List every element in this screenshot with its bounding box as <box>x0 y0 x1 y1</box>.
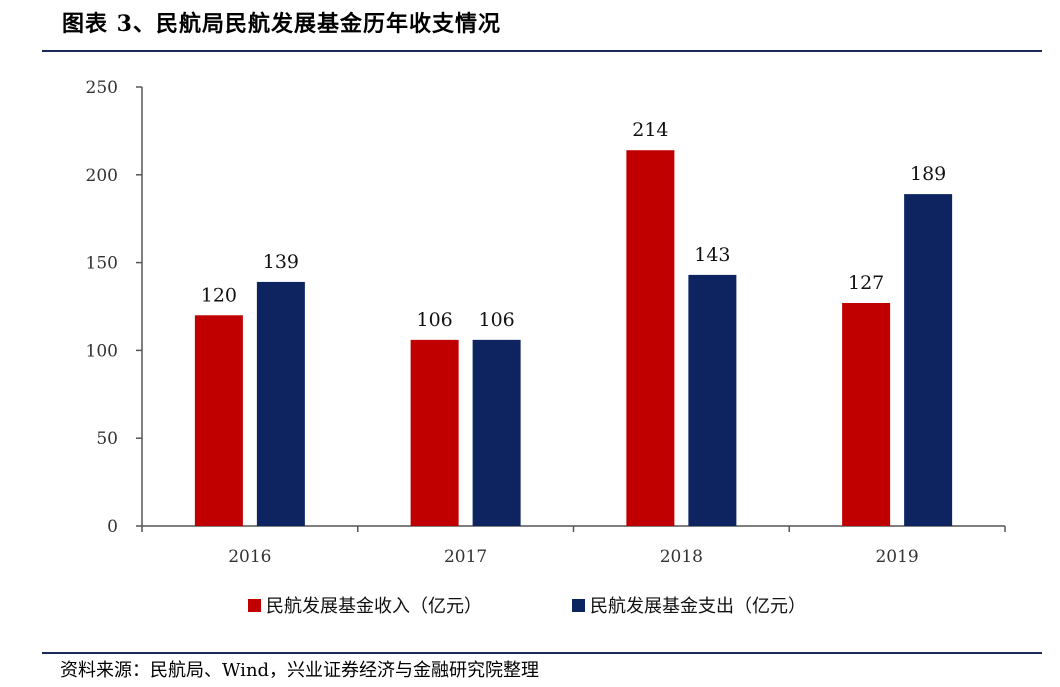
chart-title: 图表 3、民航局民航发展基金历年收支情况 <box>62 11 501 37</box>
data-label: 189 <box>910 163 946 185</box>
y-tick-label: 50 <box>96 429 118 449</box>
legend-label-income: 民航发展基金收入（亿元） <box>266 596 482 617</box>
bottom-rule <box>42 652 1042 654</box>
bar-income-2017 <box>410 339 459 526</box>
y-tick-label: 200 <box>86 166 118 186</box>
bar-expense-2017 <box>472 339 521 526</box>
chart-bars <box>194 150 953 526</box>
chart-data-labels: 120 139 106 106 214 143 127 189 <box>201 119 947 331</box>
legend-label-expense: 民航发展基金支出（亿元） <box>590 596 806 617</box>
x-tick-label: 2018 <box>660 547 703 567</box>
data-label: 143 <box>694 244 730 266</box>
y-tick-label: 250 <box>86 78 118 98</box>
legend-swatch-income <box>248 599 261 612</box>
y-tick-label: 100 <box>86 341 118 361</box>
x-tick-label: 2016 <box>228 547 271 567</box>
bar-income-2019 <box>842 302 891 526</box>
bar-chart: 0 50 100 150 200 250 2016 2017 2018 2019 120 139 10… <box>86 78 1006 617</box>
data-label: 106 <box>416 309 452 331</box>
source-note: 资料来源：民航局、Wind，兴业证券经济与金融研究院整理 <box>60 660 540 681</box>
data-label: 214 <box>632 119 668 141</box>
chart-legend: 民航发展基金收入（亿元） 民航发展基金支出（亿元） <box>248 596 806 617</box>
x-tick-label: 2017 <box>444 547 487 567</box>
data-label: 120 <box>201 284 237 306</box>
bar-expense-2018 <box>688 274 737 526</box>
data-label: 139 <box>263 251 299 273</box>
bar-expense-2019 <box>904 194 953 526</box>
bar-expense-2016 <box>256 281 305 526</box>
data-label: 106 <box>478 309 514 331</box>
y-tick-label: 0 <box>107 517 118 537</box>
x-tick-label: 2019 <box>875 547 918 567</box>
legend-swatch-expense <box>572 599 585 612</box>
bar-income-2018 <box>626 150 675 526</box>
data-label: 127 <box>848 272 884 294</box>
bar-income-2016 <box>194 315 243 526</box>
y-tick-label: 150 <box>86 254 118 274</box>
top-rule <box>42 50 1042 52</box>
